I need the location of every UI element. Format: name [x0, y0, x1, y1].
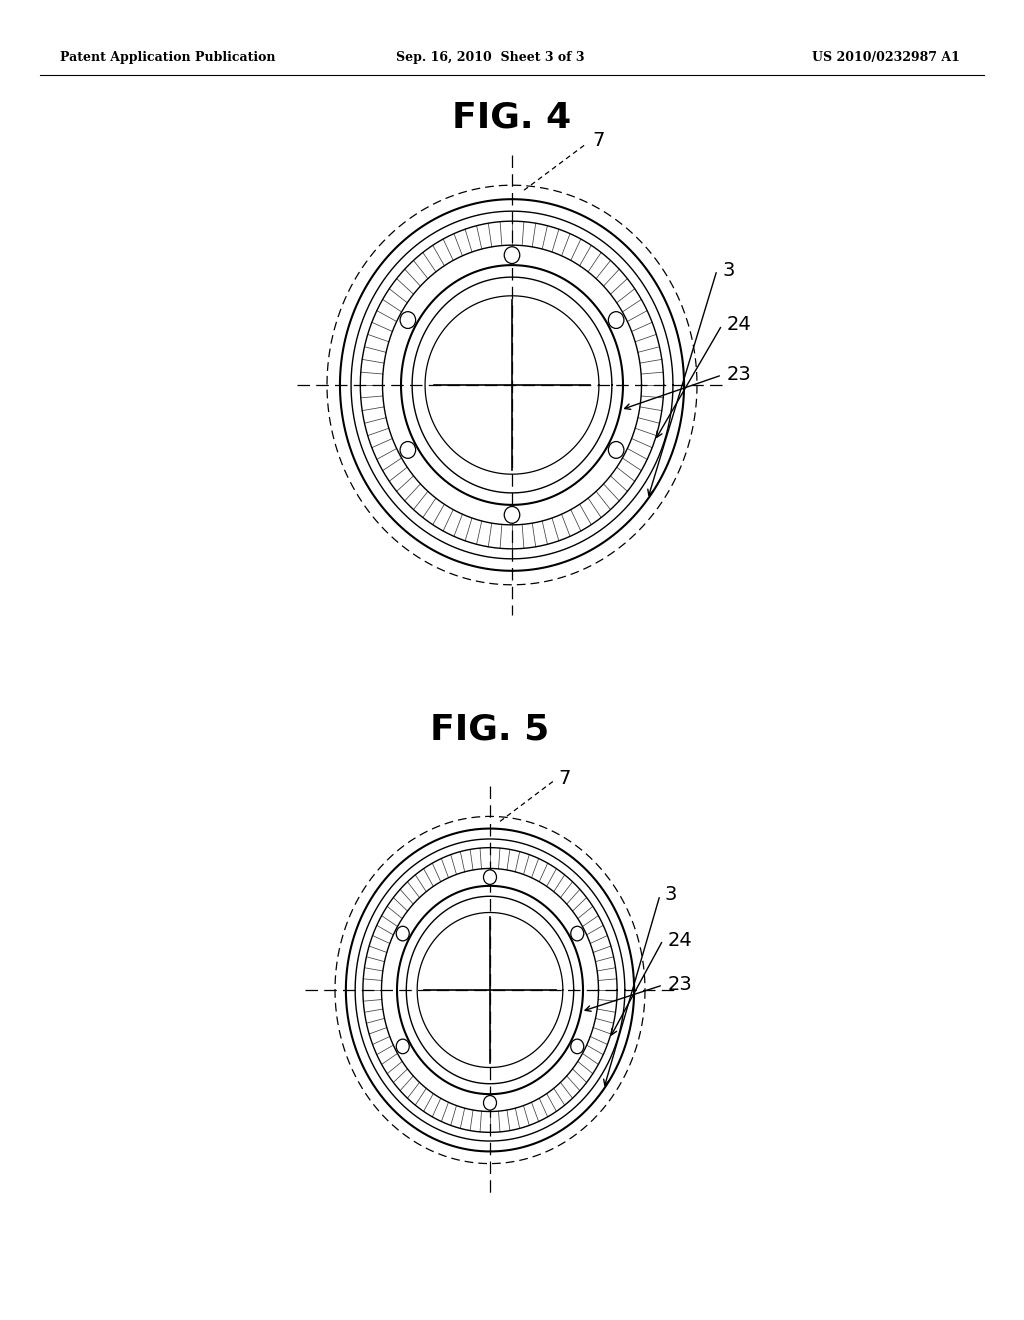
Ellipse shape: [483, 870, 497, 884]
Text: Sep. 16, 2010  Sheet 3 of 3: Sep. 16, 2010 Sheet 3 of 3: [395, 51, 585, 65]
Ellipse shape: [570, 1039, 584, 1053]
Text: 23: 23: [727, 366, 752, 384]
Ellipse shape: [400, 312, 416, 329]
Text: FIG. 5: FIG. 5: [430, 713, 550, 747]
Text: 24: 24: [668, 931, 693, 949]
Ellipse shape: [396, 927, 410, 941]
Text: 7: 7: [558, 768, 570, 788]
Text: US 2010/0232987 A1: US 2010/0232987 A1: [812, 51, 961, 65]
Ellipse shape: [570, 927, 584, 941]
Ellipse shape: [400, 442, 416, 458]
Ellipse shape: [396, 1039, 410, 1053]
Text: 3: 3: [722, 260, 734, 280]
Ellipse shape: [608, 312, 624, 329]
Ellipse shape: [504, 507, 520, 523]
Ellipse shape: [504, 247, 520, 264]
Text: FIG. 4: FIG. 4: [453, 102, 571, 135]
Ellipse shape: [483, 1096, 497, 1110]
Text: 3: 3: [665, 886, 677, 904]
Text: Patent Application Publication: Patent Application Publication: [60, 51, 275, 65]
Ellipse shape: [608, 442, 624, 458]
Text: 24: 24: [727, 315, 752, 334]
Text: 7: 7: [592, 131, 604, 149]
Text: 23: 23: [668, 975, 693, 994]
